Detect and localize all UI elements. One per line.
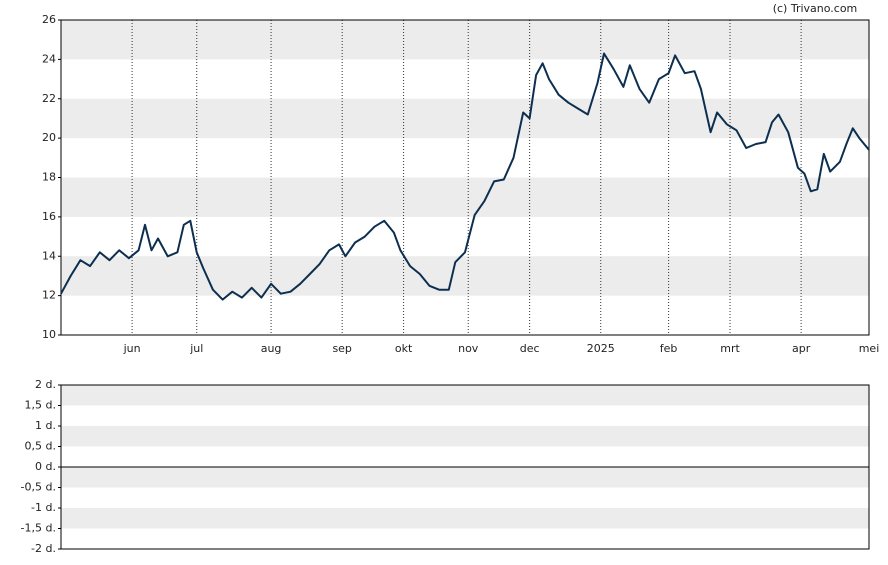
grid-band <box>61 426 869 447</box>
grid-band <box>61 177 869 217</box>
x-tick-label: aug <box>261 342 282 355</box>
y-tick-label: -0,5 d. <box>21 481 56 494</box>
y-tick-label: 26 <box>42 13 56 26</box>
grid-band <box>61 385 869 406</box>
y-tick-label: 14 <box>42 249 56 262</box>
y-tick-label: 18 <box>42 171 56 184</box>
x-tick-label: dec <box>520 342 540 355</box>
y-tick-label: 12 <box>42 289 56 302</box>
y-tick-label: 1,5 d. <box>25 399 56 412</box>
grid-band <box>61 98 869 139</box>
y-tick-label: 20 <box>42 131 56 144</box>
x-tick-label: mei <box>859 342 880 355</box>
y-tick-label: 2 d. <box>35 378 56 391</box>
grid-band <box>61 256 869 296</box>
x-tick-label: apr <box>792 342 811 355</box>
x-tick-label: jul <box>189 342 203 355</box>
y-tick-label: 24 <box>42 52 56 65</box>
plot-frame <box>60 384 870 550</box>
y-tick-label: 1 d. <box>35 419 56 432</box>
y-tick-label: 0,5 d. <box>25 440 56 453</box>
y-tick-label: -2 d. <box>31 542 56 555</box>
y-tick-label: -1,5 d. <box>21 522 56 535</box>
grid-band <box>61 467 869 488</box>
grid-band <box>61 20 869 60</box>
x-tick-label: nov <box>458 342 479 355</box>
y-tick-label: 10 <box>42 328 56 341</box>
y-tick-label: -1 d. <box>31 501 56 514</box>
plot-frame <box>60 19 870 336</box>
price-line <box>60 52 870 301</box>
y-tick-label: 22 <box>42 92 56 105</box>
x-tick-label: 2025 <box>587 342 615 355</box>
x-tick-label: jun <box>123 342 141 355</box>
x-tick-label: mrt <box>720 342 740 355</box>
x-tick-label: feb <box>660 342 678 355</box>
grid-band <box>61 508 869 529</box>
y-tick-label: 0 d. <box>35 460 56 473</box>
y-tick-label: 16 <box>42 210 56 223</box>
x-tick-label: sep <box>332 342 351 355</box>
credit: (c) Trivano.com <box>773 2 858 15</box>
x-tick-label: okt <box>395 342 413 355</box>
